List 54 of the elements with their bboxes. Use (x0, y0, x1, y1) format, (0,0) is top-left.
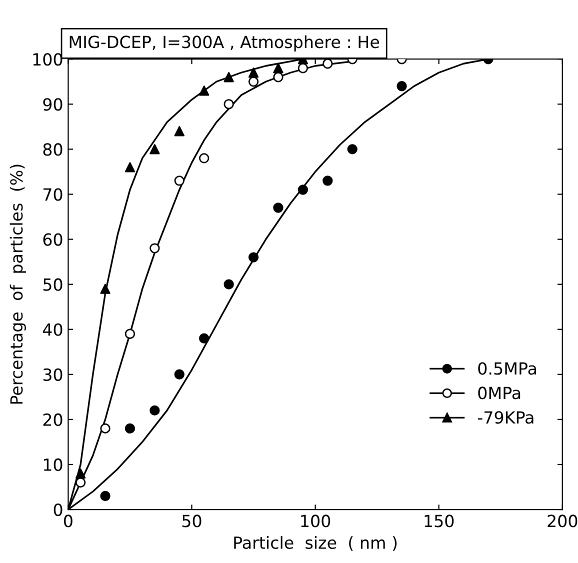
point (124, 328, 136, 339)
point (248, 76, 259, 87)
point (322, 59, 333, 69)
y-axis-title: Percentage of particles (%) (10, 164, 26, 404)
point (199, 153, 210, 164)
y-tick-label: 10 (44, 458, 62, 472)
point (224, 279, 234, 290)
point (100, 490, 110, 502)
point (298, 63, 308, 74)
x-tick-label: 200 (548, 514, 578, 528)
point (199, 333, 210, 344)
point (298, 184, 308, 195)
point (150, 243, 160, 254)
point (347, 144, 358, 154)
point (174, 126, 184, 136)
y-tick-label: 70 (44, 188, 62, 201)
y-tick-label: 50 (43, 278, 62, 291)
y-tick-label: 80 (43, 143, 62, 156)
point (273, 72, 284, 82)
legend-label: 0.5MPa (478, 362, 536, 375)
point (75, 468, 86, 479)
legend-label: 0MPa (478, 386, 520, 400)
x-axis-title: Particle size ( nm ) (234, 536, 397, 551)
point (150, 144, 160, 154)
point (273, 63, 284, 74)
point (124, 423, 136, 434)
point (224, 72, 234, 82)
y-tick-label: 100 (33, 53, 62, 66)
y-tick-label: 20 (43, 413, 62, 426)
x-tick-label: 50 (182, 514, 202, 528)
y-tick-label: 60 (43, 233, 62, 246)
x-tick-label: 0 (64, 514, 72, 528)
y-tick-label: 40 (42, 323, 62, 336)
point (174, 176, 184, 186)
chart-title: MIG-DCEP, I=300A , Atmosphere : He (70, 35, 380, 52)
point (100, 284, 110, 294)
point (124, 162, 136, 172)
point (100, 423, 110, 434)
point (273, 202, 284, 213)
point (224, 99, 234, 110)
point (75, 477, 86, 488)
point (199, 86, 210, 96)
point (150, 405, 160, 416)
point (174, 369, 184, 380)
x-tick-label: 100 (301, 514, 330, 528)
point (248, 68, 259, 78)
point (396, 81, 407, 92)
y-tick-label: 0 (54, 503, 62, 516)
y-tick-label: 90 (43, 98, 62, 111)
x-tick-label: 150 (424, 514, 454, 528)
legend-label: -79KPa (478, 411, 534, 424)
point (322, 176, 333, 186)
y-tick-label: 30 (43, 368, 62, 381)
point (248, 252, 259, 262)
